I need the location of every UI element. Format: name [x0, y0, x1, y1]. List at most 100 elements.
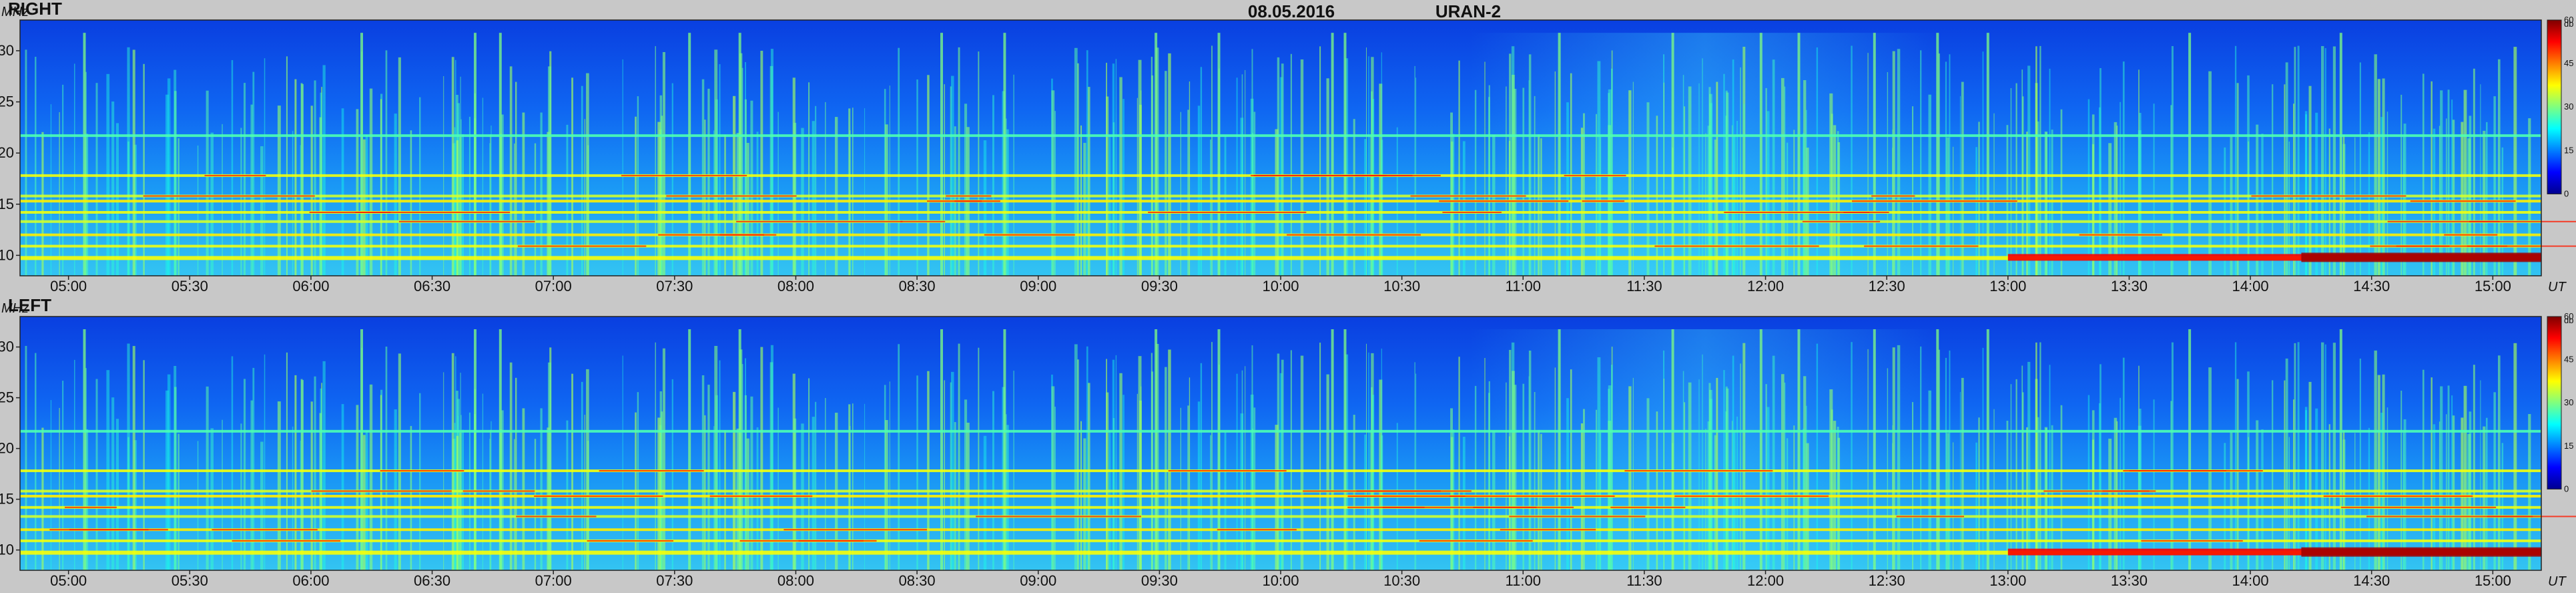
burst-streak [1688, 382, 1692, 570]
burst-streak [1343, 33, 1347, 276]
strong-band-peak [2301, 547, 2541, 557]
burst-streak [944, 84, 945, 276]
burst-streak [2374, 54, 2377, 276]
x-tick-label: 09:00 [1020, 572, 1056, 589]
burst-streak [659, 391, 662, 570]
burst-streak [1452, 134, 1455, 276]
band-hotspot [2444, 234, 2498, 236]
burst-streak [940, 33, 943, 276]
burst-streak [736, 428, 740, 570]
burst-streak [1892, 51, 1895, 276]
burst-streak [2272, 380, 2274, 570]
burst-streak [1290, 350, 1292, 570]
x-tick-label: 15:00 [2475, 572, 2511, 589]
burst-streak [770, 345, 773, 570]
burst-streak [2171, 342, 2174, 570]
burst-streak [41, 427, 44, 570]
y-tick-label: 20 [0, 144, 14, 161]
burst-streak [2100, 68, 2102, 276]
burst-streak [701, 79, 705, 276]
x-tick-label: 10:00 [1262, 572, 1299, 589]
burst-streak [1380, 435, 1383, 570]
burst-streak [1928, 94, 1931, 276]
burst-streak [1488, 381, 1490, 570]
burst-streak [1488, 85, 1490, 276]
burst-streak [1210, 140, 1211, 276]
burst-streak [363, 139, 366, 276]
burst-streak [1368, 352, 1369, 570]
burst-streak [2400, 391, 2402, 570]
burst-streak [115, 123, 119, 276]
burst-streak [2451, 395, 2453, 570]
burst-streak [1364, 434, 1367, 570]
burst-streak [1211, 45, 1213, 276]
x-tick-label: 14:30 [2353, 278, 2390, 294]
burst-streak [2486, 122, 2488, 276]
burst-streak [111, 102, 115, 276]
burst-streak [1628, 386, 1632, 570]
burst-streak [2236, 379, 2239, 570]
burst-streak [2304, 407, 2308, 570]
x-tick-label: 07:00 [535, 278, 572, 294]
burst-streak [1474, 385, 1477, 570]
band-hotspot [2341, 506, 2497, 508]
burst-streak [2463, 385, 2467, 570]
burst-streak [1281, 359, 1284, 570]
band-hotspot [204, 174, 266, 176]
burst-streak [1379, 379, 1383, 570]
burst-streak [1326, 374, 1329, 570]
burst-streak [83, 33, 86, 276]
burst-streak [825, 398, 826, 570]
band-hotspot [599, 470, 704, 471]
burst-streak [2027, 361, 2031, 570]
burst-streak [197, 441, 199, 570]
x-axis-unit: UT [2548, 574, 2567, 589]
burst-streak [1366, 47, 1367, 276]
burst-streak [2452, 120, 2455, 276]
burst-streak [1705, 429, 1706, 570]
burst-streak [2285, 62, 2288, 276]
burst-streak [2440, 90, 2443, 276]
burst-streak [2377, 79, 2380, 276]
burst-streak [59, 112, 60, 276]
burst-streak [143, 360, 145, 570]
burst-streak [2452, 415, 2455, 570]
burst-streak [210, 132, 214, 276]
plot-background [20, 317, 2541, 570]
burst-streak [1187, 110, 1189, 276]
burst-streak [2035, 46, 2037, 276]
burst-streak [1281, 63, 1284, 276]
burst-streak [2285, 358, 2288, 570]
burst-streak [1300, 59, 1304, 276]
burst-streak [1726, 92, 1729, 276]
colorbar-tick-label: 60 [2564, 311, 2573, 321]
burst-streak [1353, 415, 1355, 570]
burst-streak [1003, 33, 1006, 276]
date-label: 08.05.2016 [1248, 1, 1335, 21]
band-hotspot [2141, 540, 2243, 542]
y-tick-label: 20 [0, 440, 14, 457]
burst-streak [2248, 437, 2250, 570]
burst-streak [166, 94, 169, 276]
band-hotspot [1654, 245, 1819, 247]
burst-streak [489, 439, 491, 570]
y-tick-label: 25 [0, 93, 14, 110]
burst-streak [2188, 33, 2192, 276]
burst-streak [1514, 385, 1517, 570]
burst-streak [1837, 131, 1839, 276]
burst-streak [1054, 407, 1056, 570]
burst-streak [671, 83, 673, 276]
burst-streak [167, 374, 171, 570]
burst-streak [2114, 417, 2118, 570]
burst-streak [746, 438, 749, 570]
burst-streak [1083, 142, 1086, 276]
burst-streak [1369, 431, 1371, 570]
burst-streak [1200, 67, 1203, 276]
burst-streak [1156, 344, 1159, 570]
strong-band-peak [2301, 252, 2541, 262]
burst-streak [2321, 342, 2324, 570]
burst-streak [2015, 83, 2017, 276]
band-hotspot [232, 540, 341, 542]
burst-streak [657, 122, 661, 276]
